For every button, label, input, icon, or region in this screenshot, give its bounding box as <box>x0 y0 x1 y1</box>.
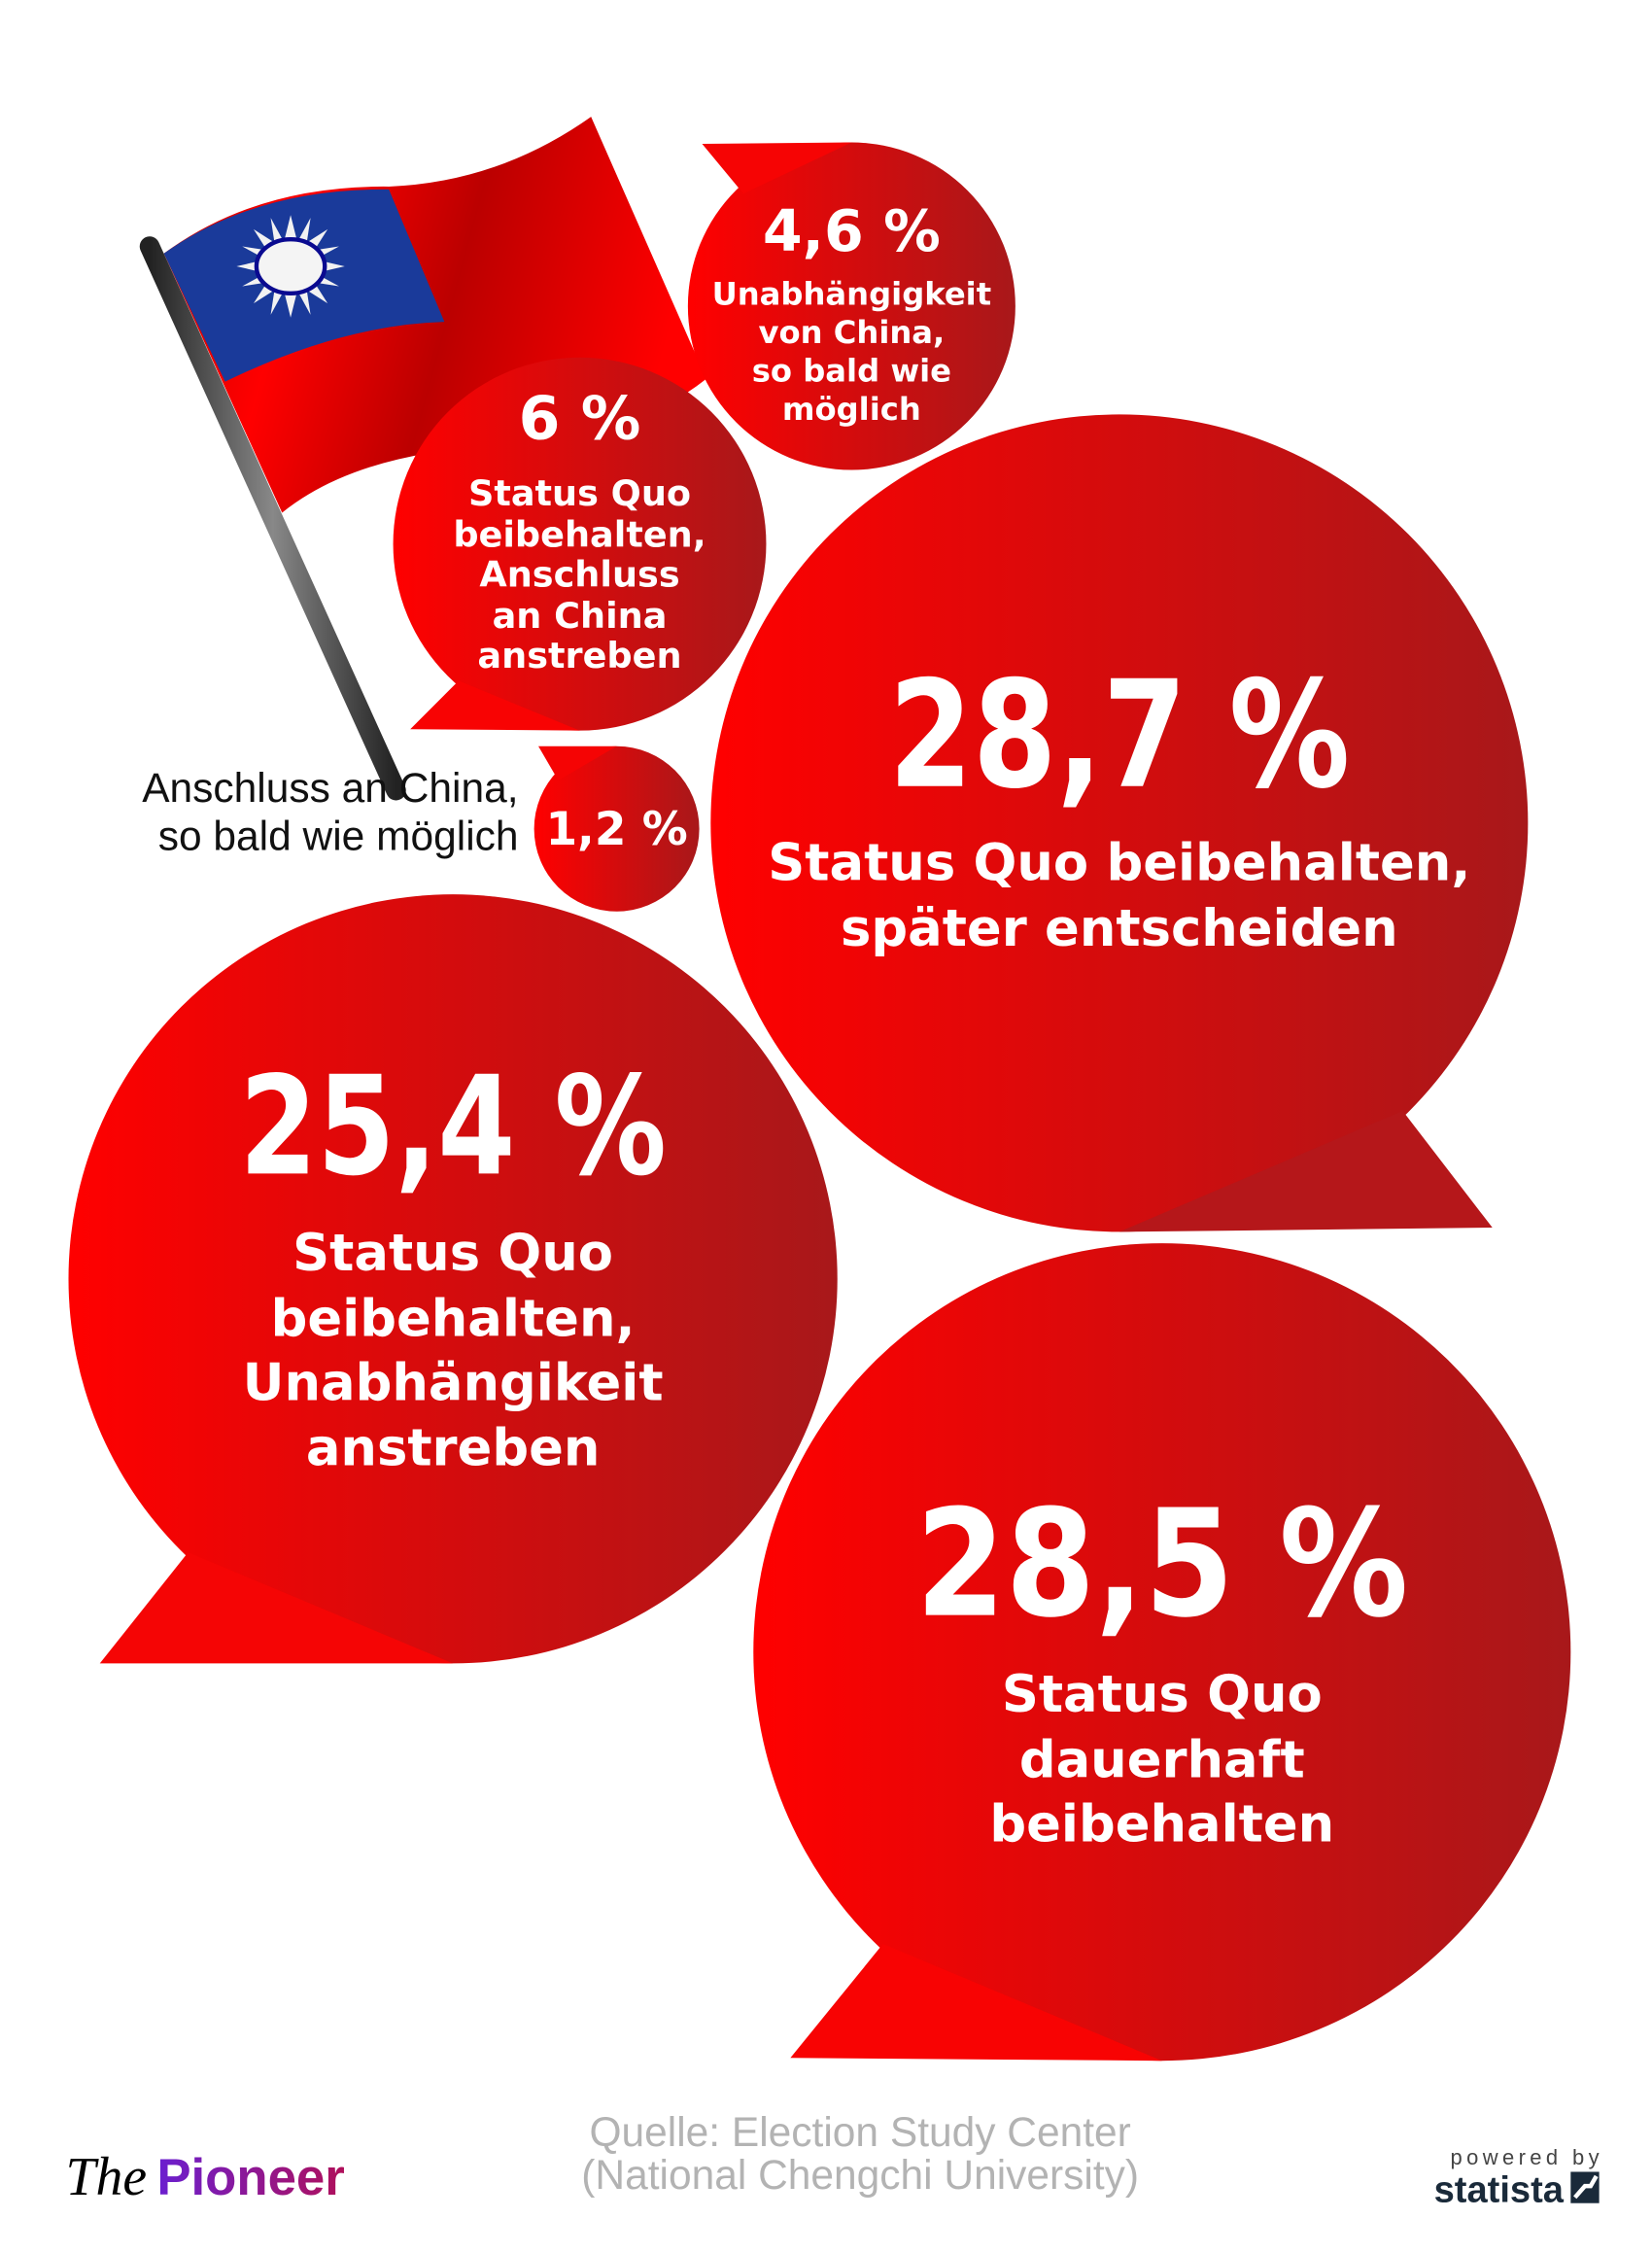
brand-pioneer-logo: Pioneer <box>156 2149 344 2206</box>
source-line-1: Quelle: Election Study Center <box>590 2110 1131 2156</box>
category-label: beibehalten, <box>271 1289 636 1348</box>
bubble-status-quo-unification: 6 % Status Quo beibehalten, Anschluss an… <box>393 357 767 731</box>
category-label: möglich <box>782 391 921 428</box>
category-label: dauerhaft <box>1019 1731 1305 1790</box>
value-label: 4,6 % <box>763 198 941 264</box>
brand-the: The <box>66 2147 147 2207</box>
value-label: 28,7 % <box>888 649 1350 821</box>
category-label: anstreben <box>477 635 681 676</box>
category-label: Unabhängigkeit <box>712 276 992 313</box>
value-label: 28,5 % <box>915 1478 1408 1650</box>
bubble-independence-asap: 4,6 % Unabhängigkeit von China, so bald … <box>687 142 1015 470</box>
category-label: Status Quo <box>1002 1665 1323 1724</box>
statista-logo: statista <box>1434 2169 1565 2210</box>
bubble-status-quo-permanent: 28,5 % Status Quo dauerhaft beibehalten <box>753 1243 1571 2062</box>
value-label: 25,4 % <box>239 1047 667 1206</box>
footer: The Pioneer Quelle: Election Study Cente… <box>66 2110 1603 2210</box>
category-label: so bald wie möglich <box>158 815 519 860</box>
source-line-2: (National Chengchi University) <box>581 2153 1139 2199</box>
category-label: Status Quo <box>468 472 691 514</box>
value-label: 6 % <box>519 383 641 453</box>
powered-by-label: powered by <box>1450 2145 1603 2169</box>
category-label: von China, <box>758 314 945 351</box>
bubble-unification-asap: 1,2 % Anschluss an China, so bald wie mö… <box>142 745 700 912</box>
category-label: anstreben <box>306 1419 601 1478</box>
category-label: so bald wie <box>752 353 951 390</box>
category-label: Anschluss <box>479 554 679 596</box>
taiwan-flag-icon <box>139 117 706 801</box>
category-label: an China <box>493 595 668 637</box>
category-label: beibehalten, <box>453 514 706 556</box>
category-label: später entscheiden <box>841 899 1398 958</box>
category-label: Unabhängikeit <box>243 1353 664 1412</box>
category-label: Anschluss an China, <box>142 766 518 812</box>
category-label: Status Quo <box>293 1224 613 1283</box>
statista-icon <box>1570 2171 1600 2203</box>
bubble-status-quo-decide-later: 28,7 % Status Quo beibehalten, später en… <box>710 414 1529 1232</box>
value-label: 1,2 % <box>545 803 687 856</box>
category-label: beibehalten <box>989 1795 1334 1854</box>
category-label: Status Quo beibehalten, <box>768 834 1470 893</box>
bubble-status-quo-independence: 25,4 % Status Quo beibehalten, Unabhängi… <box>68 894 838 1664</box>
